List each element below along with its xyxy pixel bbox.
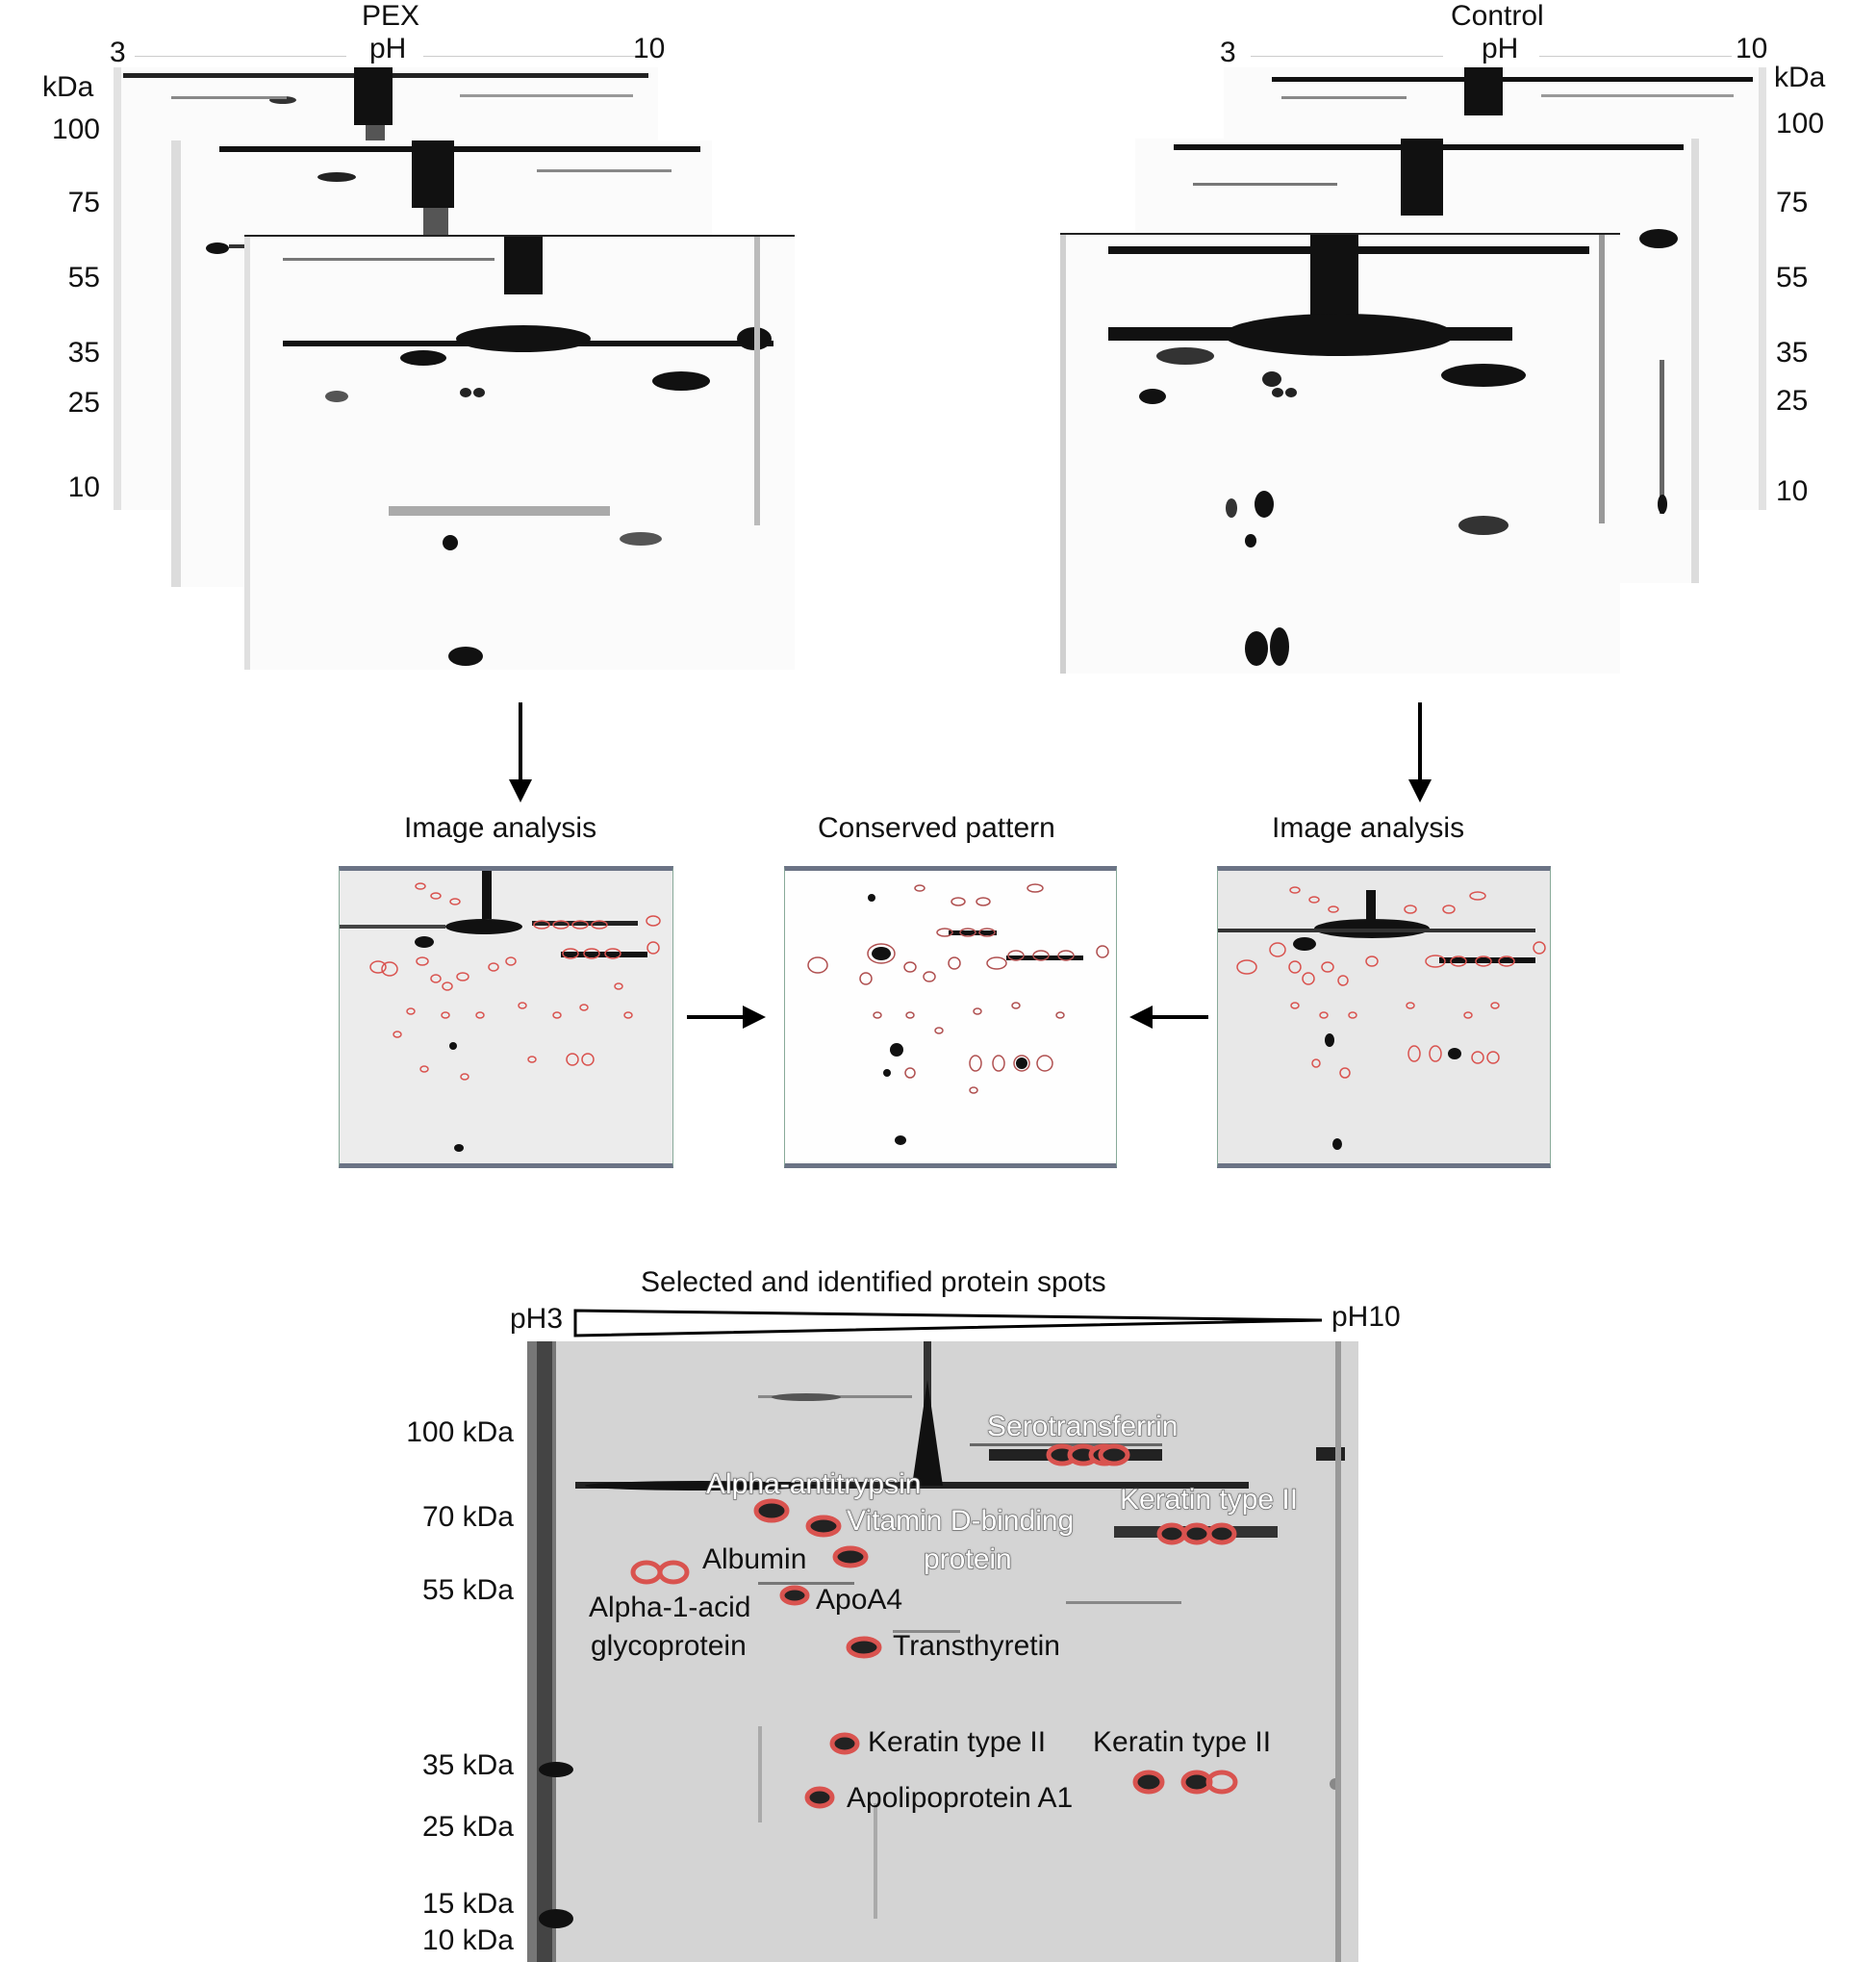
pex-kda-tick-55: 55 bbox=[67, 262, 100, 293]
ph-gradient-wedge bbox=[573, 1309, 1323, 1338]
pex-kda-tick-25: 25 bbox=[67, 387, 100, 419]
label-alpha1-line2: glycoprotein bbox=[591, 1630, 747, 1662]
mw-tick-70: 70 kDa bbox=[421, 1501, 514, 1533]
control-ph-min: 3 bbox=[1220, 37, 1236, 68]
label-keratin-mid: Keratin type II bbox=[868, 1726, 1047, 1758]
control-kda-tick-100: 100 bbox=[1776, 108, 1825, 140]
label-apolipoprotein-a1: Apolipoprotein A1 bbox=[847, 1782, 1074, 1814]
arrow-down-right bbox=[1408, 702, 1432, 803]
conserved-pattern-panel bbox=[784, 866, 1117, 1168]
arrow-right-to-center bbox=[687, 1006, 766, 1029]
pex-ph-max: 10 bbox=[633, 33, 666, 64]
label-serotransferrin: Serotransferrin bbox=[986, 1411, 1179, 1442]
control-ph-label: pH bbox=[1482, 33, 1519, 64]
label-albumin: Albumin bbox=[702, 1543, 807, 1575]
label-keratin-upper: Keratin type II bbox=[1119, 1484, 1299, 1516]
ph-start-label: pH3 bbox=[510, 1303, 564, 1335]
control-gel-front bbox=[1060, 233, 1620, 674]
label-vitamin-d-line1: Vitamin D-binding bbox=[846, 1505, 1075, 1537]
label-keratin-right: Keratin type II bbox=[1093, 1726, 1272, 1758]
pex-kda-tick-10: 10 bbox=[67, 471, 100, 503]
mw-tick-25: 25 kDa bbox=[421, 1811, 514, 1843]
control-kda-tick-35: 35 bbox=[1776, 337, 1809, 369]
mw-tick-100: 100 kDa bbox=[406, 1416, 514, 1448]
pex-ph-min: 3 bbox=[110, 37, 126, 68]
control-kda-header: kDa bbox=[1774, 62, 1826, 93]
identified-title: Selected and identified protein spots bbox=[641, 1266, 1106, 1298]
mw-tick-35: 35 kDa bbox=[421, 1749, 514, 1781]
control-kda-tick-75: 75 bbox=[1776, 187, 1809, 218]
image-analysis-left-label: Image analysis bbox=[404, 812, 597, 844]
mw-tick-55: 55 kDa bbox=[421, 1574, 514, 1606]
label-vitamin-d-line2: protein bbox=[923, 1543, 1012, 1575]
control-ph-axis-line-right bbox=[1539, 56, 1732, 57]
control-ph-axis-line bbox=[1251, 56, 1443, 57]
pex-kda-tick-75: 75 bbox=[67, 187, 100, 218]
image-analysis-panel-right bbox=[1217, 866, 1551, 1168]
pex-title: PEX bbox=[362, 0, 420, 32]
ph-end-label: pH10 bbox=[1331, 1301, 1401, 1333]
identified-gel bbox=[527, 1341, 1358, 1962]
conserved-pattern-label: Conserved pattern bbox=[818, 812, 1055, 844]
pex-kda-tick-35: 35 bbox=[67, 337, 100, 369]
pex-gel-front bbox=[244, 235, 795, 670]
arrow-left-to-center bbox=[1129, 1006, 1208, 1029]
image-analysis-right-label: Image analysis bbox=[1272, 812, 1465, 844]
control-kda-tick-10: 10 bbox=[1776, 475, 1809, 507]
arrow-down-left bbox=[509, 702, 532, 803]
control-title: Control bbox=[1451, 0, 1544, 32]
control-ph-max: 10 bbox=[1736, 33, 1768, 64]
label-apoa4: ApoA4 bbox=[816, 1584, 903, 1616]
image-analysis-panel-left bbox=[339, 866, 673, 1168]
label-transthyretin: Transthyretin bbox=[893, 1630, 1060, 1662]
pex-ph-axis-line-right bbox=[423, 56, 635, 57]
label-alpha1-line1: Alpha-1-acid bbox=[589, 1592, 751, 1623]
pex-ph-axis-line bbox=[135, 56, 346, 57]
mw-tick-10: 10 kDa bbox=[421, 1924, 514, 1956]
label-alpha-antitrypsin: Alpha-antitrypsin bbox=[705, 1468, 922, 1500]
pex-kda-header: kDa bbox=[42, 71, 94, 103]
mw-tick-15: 15 kDa bbox=[421, 1888, 514, 1920]
control-kda-tick-25: 25 bbox=[1776, 385, 1809, 417]
pex-ph-label: pH bbox=[369, 33, 407, 64]
control-kda-tick-55: 55 bbox=[1776, 262, 1809, 293]
pex-kda-tick-100: 100 bbox=[51, 114, 100, 145]
